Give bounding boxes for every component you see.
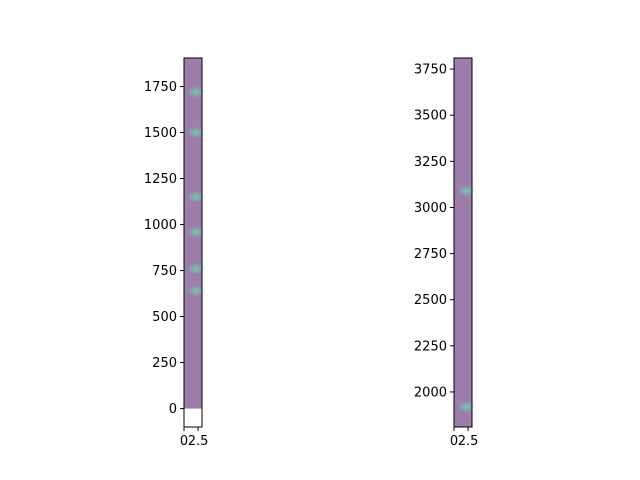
- x-tick-label: 0: [450, 434, 458, 449]
- heatmap-hotspot: [187, 262, 205, 275]
- x-tick-label: 2.5: [458, 434, 479, 449]
- heatmap-strip: [454, 58, 472, 427]
- x-tick-label: 0: [180, 434, 188, 449]
- y-tick-label: 3500: [414, 109, 447, 124]
- y-tick-label: 3250: [414, 155, 447, 170]
- y-tick-label: 2250: [414, 339, 447, 354]
- y-tick-label: 0: [169, 402, 177, 417]
- right-heatmap-panel: 2000 2250 2500 2750 3000 3250 3500 3750 0 2.5: [414, 57, 479, 449]
- y-tick-label: 3000: [414, 201, 447, 216]
- heatmap-hotspot: [187, 86, 205, 99]
- y-tick-label: 1250: [144, 172, 177, 187]
- y-tick-label: 2750: [414, 247, 447, 262]
- y-tick-label: 3750: [414, 63, 447, 78]
- y-tick-label: 1750: [144, 80, 177, 95]
- axes-frame: [453, 57, 473, 428]
- heatmap-hotspot: [187, 284, 205, 297]
- y-tick-label: 250: [152, 356, 177, 371]
- heatmap-hotspot: [187, 225, 205, 238]
- y-tick-label: 2000: [414, 385, 447, 400]
- axes-frame: [183, 57, 203, 428]
- heatmap-hotspot: [457, 184, 475, 197]
- heatmap-hotspot: [187, 126, 205, 139]
- y-tick-label: 500: [152, 310, 177, 325]
- y-tick-label: 1000: [144, 218, 177, 233]
- x-tick-label: 2.5: [188, 434, 209, 449]
- y-tick-label: 2500: [414, 293, 447, 308]
- heatmap-hotspot: [457, 400, 475, 413]
- y-tick-label: 1500: [144, 126, 177, 141]
- heatmap-hotspot: [187, 190, 205, 203]
- y-tick-label: 750: [152, 264, 177, 279]
